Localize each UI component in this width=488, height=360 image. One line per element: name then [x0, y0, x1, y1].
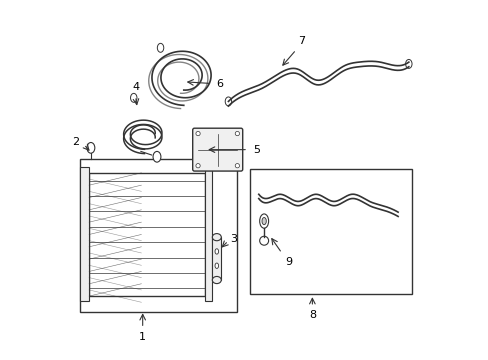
- Text: 9: 9: [285, 257, 292, 267]
- Ellipse shape: [235, 163, 239, 168]
- Text: 5: 5: [253, 145, 260, 155]
- Ellipse shape: [259, 214, 268, 228]
- Ellipse shape: [212, 234, 221, 241]
- Ellipse shape: [87, 143, 95, 153]
- Ellipse shape: [259, 236, 268, 245]
- Bar: [205, 167, 212, 301]
- Ellipse shape: [196, 163, 200, 168]
- FancyBboxPatch shape: [192, 128, 242, 171]
- Bar: [249, 169, 411, 294]
- Text: 4: 4: [132, 82, 139, 93]
- Bar: [80, 158, 237, 312]
- Ellipse shape: [212, 276, 221, 284]
- Text: 3: 3: [230, 234, 237, 244]
- Ellipse shape: [235, 131, 239, 136]
- Ellipse shape: [130, 93, 137, 102]
- Bar: [80, 167, 89, 301]
- Ellipse shape: [405, 59, 411, 68]
- Ellipse shape: [196, 131, 200, 136]
- Ellipse shape: [215, 249, 218, 254]
- Ellipse shape: [153, 152, 161, 162]
- Text: 6: 6: [216, 78, 223, 89]
- Ellipse shape: [225, 97, 231, 106]
- Ellipse shape: [215, 263, 218, 269]
- Bar: [89, 173, 205, 296]
- Text: 7: 7: [298, 36, 305, 46]
- Text: 8: 8: [308, 310, 315, 320]
- Text: 2: 2: [72, 138, 80, 148]
- Text: 1: 1: [139, 332, 146, 342]
- Bar: [212, 237, 221, 280]
- Ellipse shape: [262, 217, 266, 225]
- Ellipse shape: [157, 43, 163, 52]
